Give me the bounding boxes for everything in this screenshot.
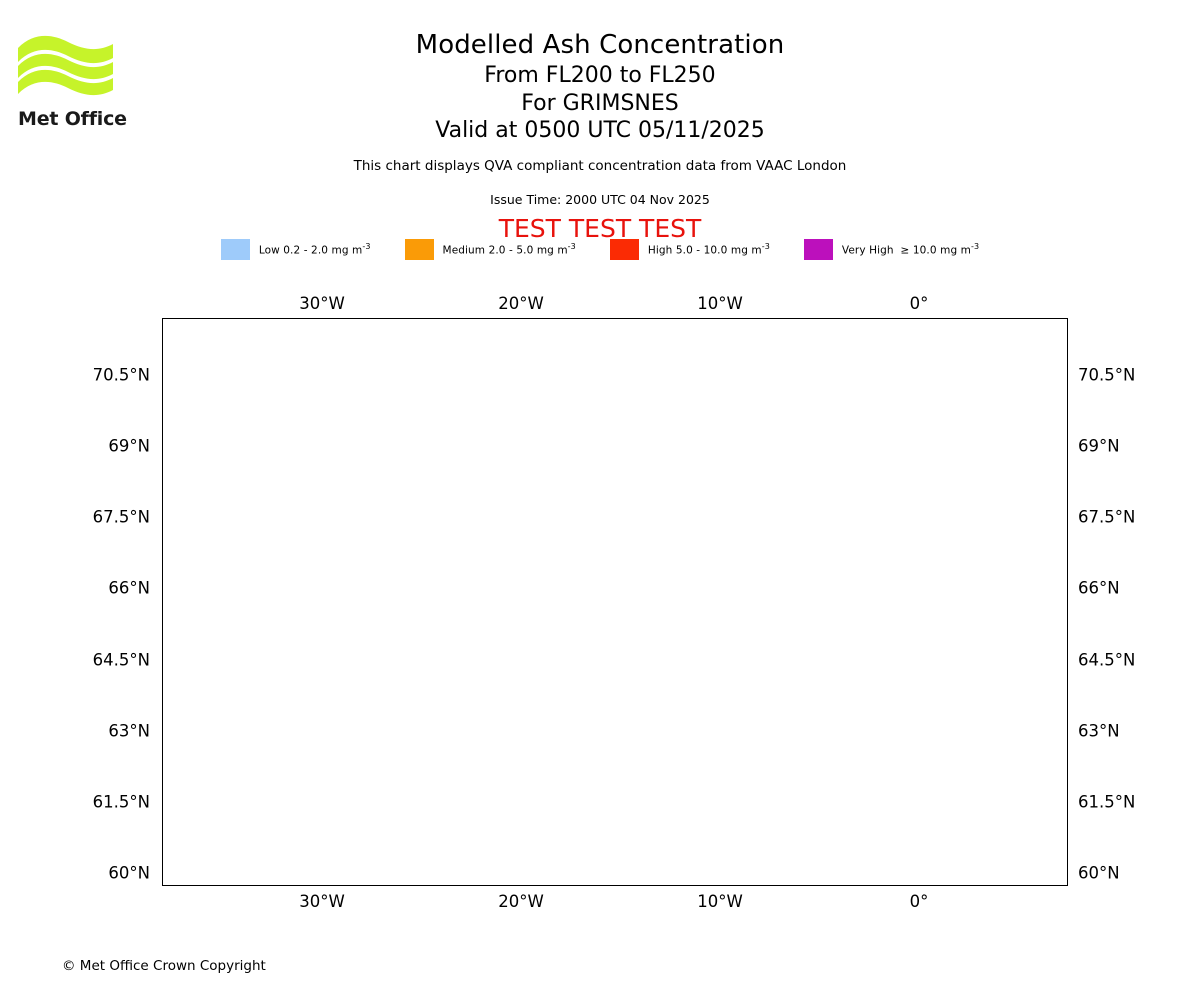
legend-item-high: High 5.0 - 10.0 mg m-3: [609, 239, 770, 260]
lat-tick-right-6: 61.5°N: [1078, 792, 1136, 812]
legend-item-very-high: Very High ≥ 10.0 mg m-3: [803, 239, 980, 260]
lon-tick-top-3: 0°: [909, 294, 929, 313]
legend-swatch-low: [220, 239, 250, 260]
copyright-footer: © Met Office Crown Copyright: [62, 958, 266, 974]
lon-tick-bottom-1: 20°W: [498, 892, 544, 911]
lat-tick-left-1: 69°N: [108, 436, 150, 456]
lon-tick-top-1: 20°W: [498, 294, 544, 313]
lat-tick-left-6: 61.5°N: [92, 792, 150, 812]
lat-tick-left-3: 66°N: [108, 578, 150, 598]
lat-tick-left-4: 64.5°N: [92, 650, 150, 670]
legend-label-very-high: Very High ≥ 10.0 mg m-3: [841, 242, 980, 257]
flight-level-subtitle: From FL200 to FL250: [484, 63, 716, 88]
brand-name: Met Office: [18, 108, 127, 130]
legend-swatch-high: [609, 239, 639, 260]
volcano-subtitle: For GRIMSNES: [521, 91, 679, 116]
met-office-logo: Met Office: [10, 22, 130, 130]
lon-tick-top-2: 10°W: [697, 294, 743, 313]
lat-tick-right-4: 64.5°N: [1078, 650, 1136, 670]
lat-tick-right-2: 67.5°N: [1078, 507, 1136, 527]
concentration-legend: Low 0.2 - 2.0 mg m-3 Medium 2.0 - 5.0 mg…: [0, 239, 1200, 260]
lat-tick-right-3: 66°N: [1078, 578, 1120, 598]
lon-tick-top-0: 30°W: [299, 294, 345, 313]
qva-disclaimer: This chart displays QVA compliant concen…: [353, 158, 847, 174]
legend-swatch-medium: [404, 239, 434, 260]
met-office-waves-icon: [18, 35, 113, 96]
page-title: Modelled Ash Concentration: [415, 30, 785, 60]
lat-tick-left-2: 67.5°N: [92, 507, 150, 527]
lon-tick-bottom-3: 0°: [909, 892, 929, 911]
issue-time: Issue Time: 2000 UTC 04 Nov 2025: [490, 192, 710, 207]
legend-item-low: Low 0.2 - 2.0 mg m-3: [220, 239, 371, 260]
lat-tick-left-5: 63°N: [108, 721, 150, 741]
valid-time-subtitle: Valid at 0500 UTC 05/11/2025: [435, 118, 765, 143]
lat-tick-right-1: 69°N: [1078, 436, 1120, 456]
legend-label-high: High 5.0 - 10.0 mg m-3: [647, 242, 770, 257]
legend-label-medium: Medium 2.0 - 5.0 mg m-3: [442, 242, 576, 257]
test-banner: TEST TEST TEST: [498, 214, 702, 243]
legend-label-low: Low 0.2 - 2.0 mg m-3: [258, 242, 371, 257]
lon-tick-bottom-2: 10°W: [697, 892, 743, 911]
lat-tick-right-0: 70.5°N: [1078, 365, 1136, 385]
lat-tick-right-5: 63°N: [1078, 721, 1120, 741]
map-frame: [162, 318, 1068, 886]
lon-tick-bottom-0: 30°W: [299, 892, 345, 911]
lat-tick-left-0: 70.5°N: [92, 365, 150, 385]
legend-swatch-very-high: [803, 239, 833, 260]
lat-tick-right-7: 60°N: [1078, 863, 1120, 883]
lat-tick-left-7: 60°N: [108, 863, 150, 883]
legend-item-medium: Medium 2.0 - 5.0 mg m-3: [404, 239, 576, 260]
map-panel: [162, 318, 1068, 886]
